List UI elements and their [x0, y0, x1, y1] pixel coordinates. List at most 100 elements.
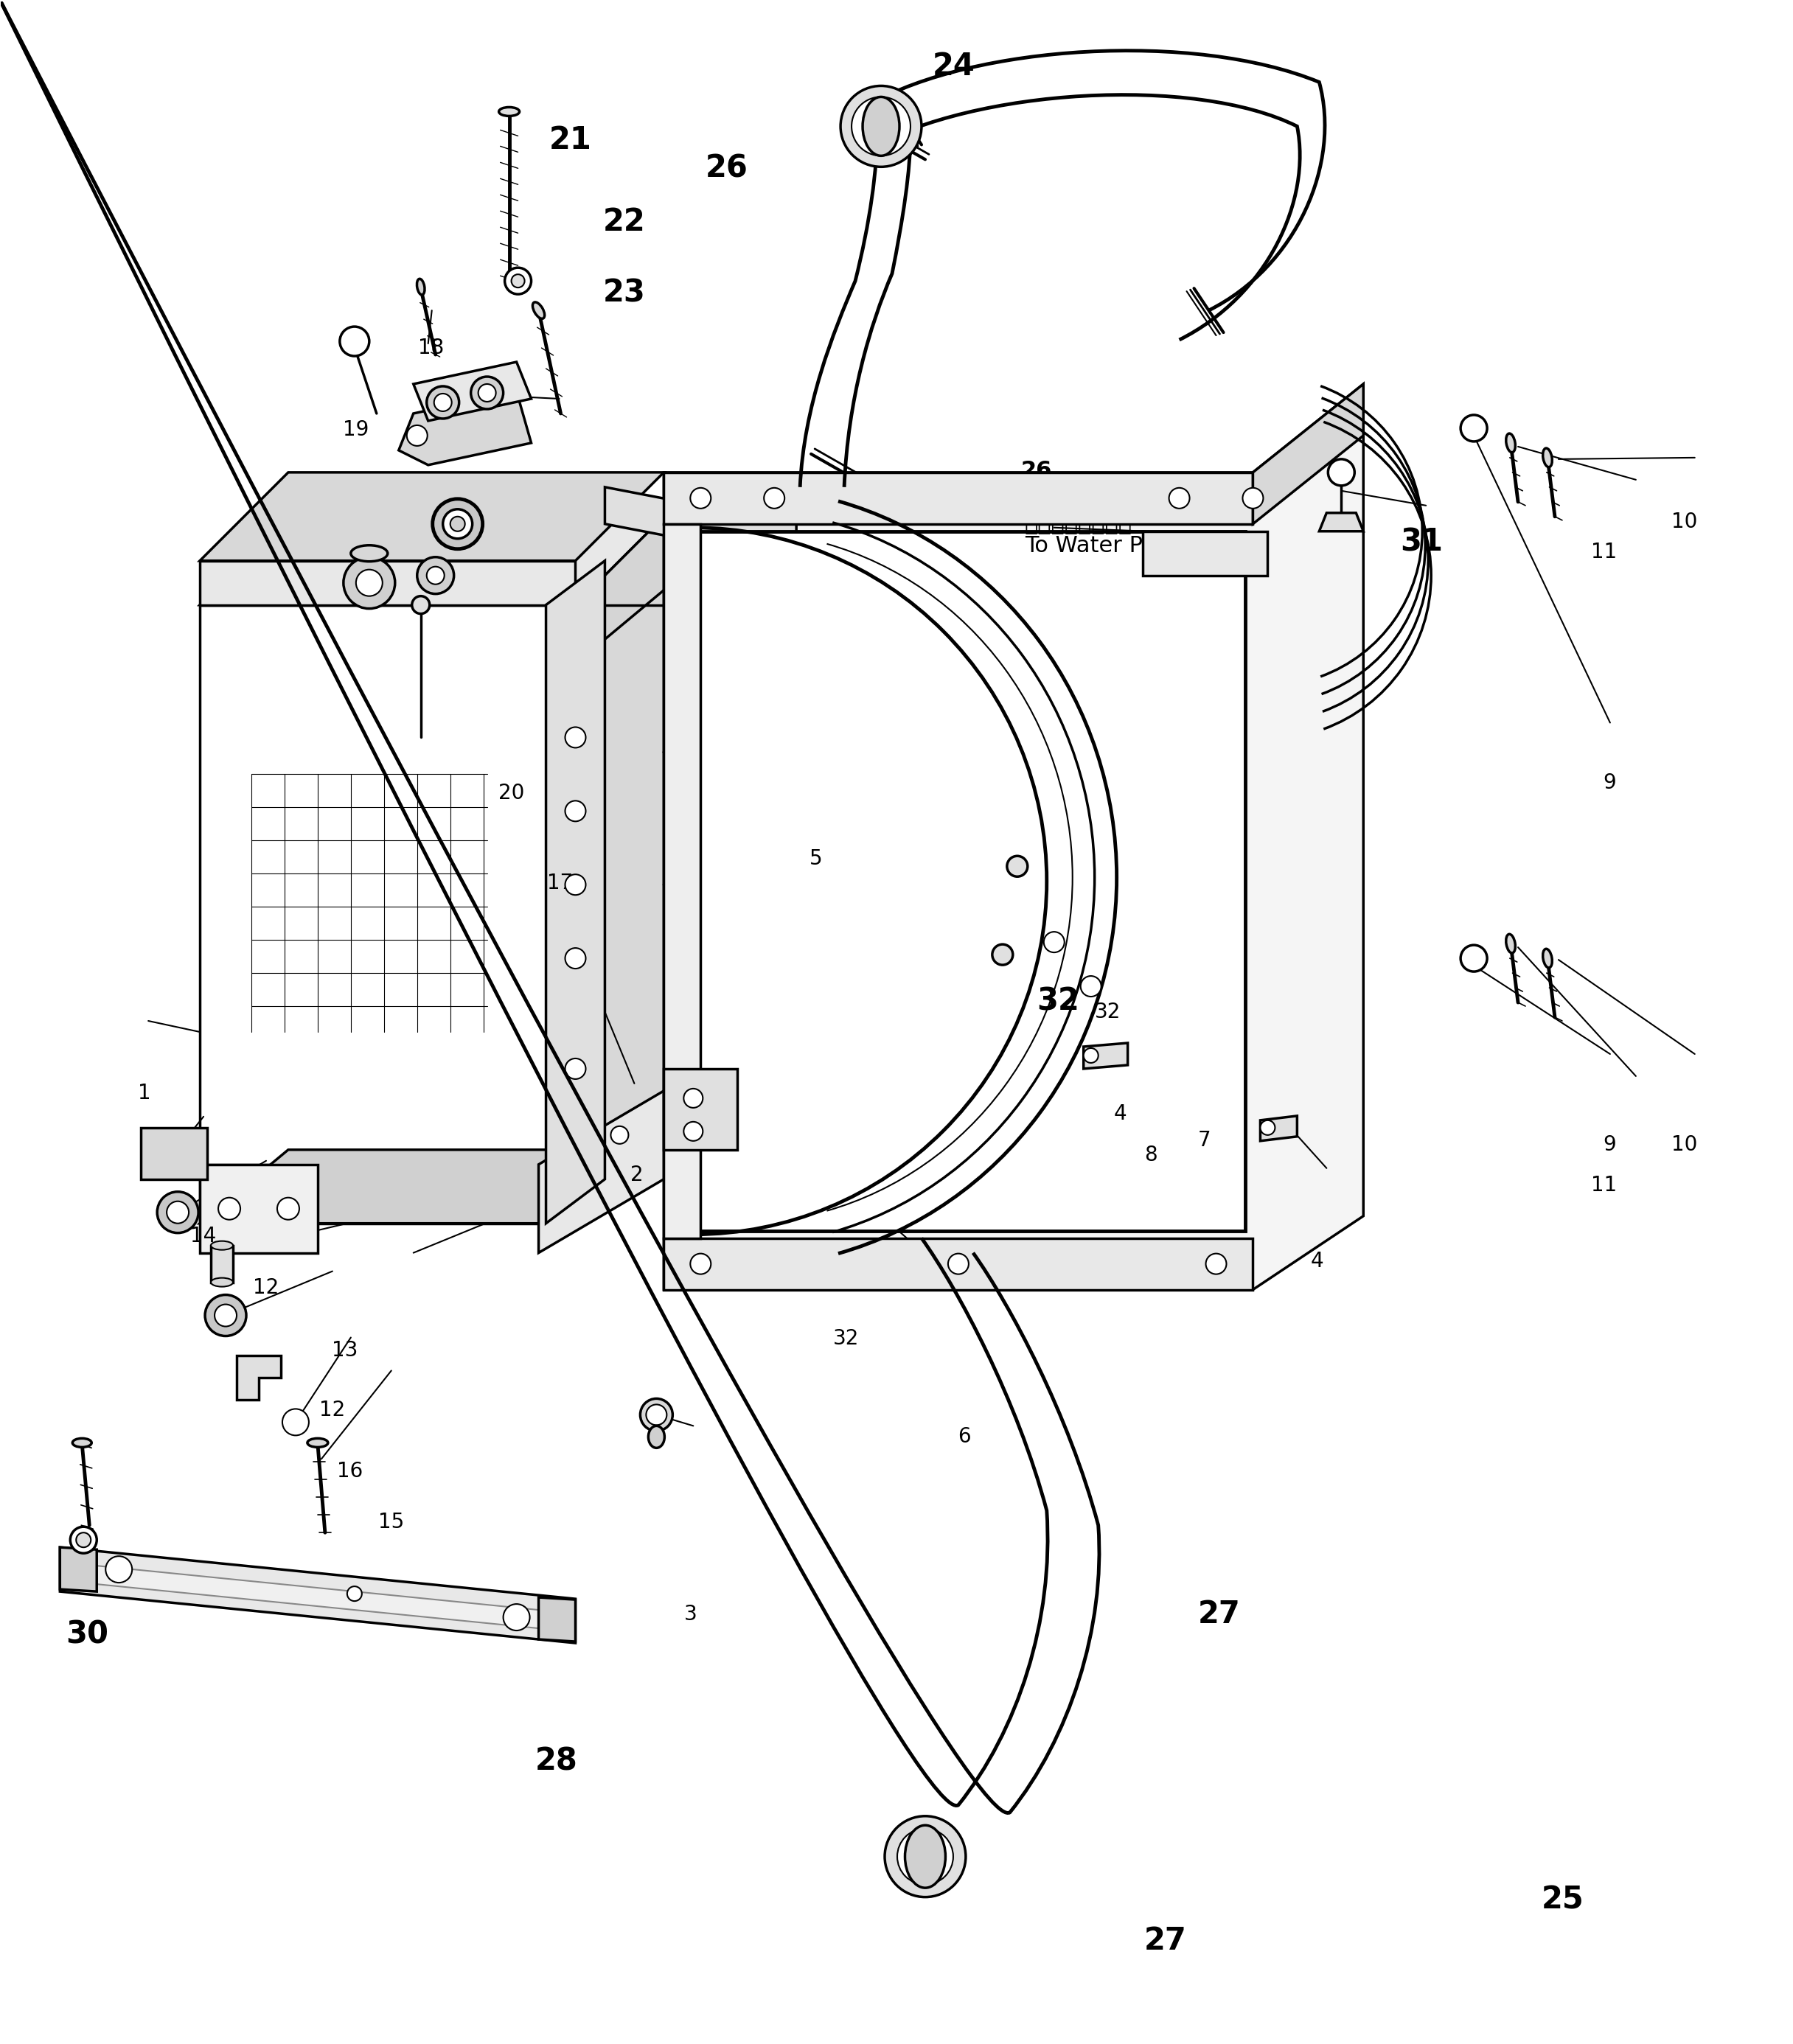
Ellipse shape	[1506, 433, 1515, 452]
Text: 11: 11	[1590, 1175, 1617, 1196]
Text: 27: 27	[1198, 1598, 1241, 1629]
Polygon shape	[199, 560, 576, 605]
Circle shape	[884, 1815, 966, 1897]
Polygon shape	[538, 1598, 576, 1641]
Text: 28: 28	[534, 1746, 577, 1776]
Text: 1: 1	[138, 1083, 151, 1104]
Ellipse shape	[1542, 448, 1553, 468]
Polygon shape	[59, 1547, 97, 1592]
Polygon shape	[663, 523, 701, 1239]
Circle shape	[1260, 1120, 1275, 1134]
Ellipse shape	[533, 303, 545, 319]
Text: 25: 25	[1542, 1885, 1583, 1915]
Circle shape	[1169, 489, 1189, 509]
Text: ウォータポンプへ: ウォータポンプへ	[1024, 513, 1131, 536]
Circle shape	[640, 1398, 672, 1431]
Circle shape	[645, 1404, 667, 1425]
Ellipse shape	[418, 278, 425, 294]
Circle shape	[1243, 489, 1264, 509]
Circle shape	[219, 1198, 240, 1220]
Circle shape	[690, 489, 710, 509]
Circle shape	[764, 489, 785, 509]
Text: 26: 26	[705, 153, 748, 184]
Text: 17: 17	[547, 873, 572, 893]
Polygon shape	[199, 1165, 317, 1253]
Circle shape	[407, 425, 427, 446]
Polygon shape	[538, 1091, 663, 1253]
Circle shape	[504, 268, 531, 294]
Text: 10: 10	[1671, 511, 1698, 531]
Circle shape	[611, 1126, 628, 1145]
Circle shape	[75, 1533, 91, 1547]
Polygon shape	[1142, 531, 1268, 576]
Circle shape	[106, 1555, 133, 1582]
Text: 15: 15	[378, 1513, 405, 1533]
Text: 20: 20	[498, 783, 525, 803]
Text: 4: 4	[1311, 1251, 1323, 1271]
Circle shape	[432, 499, 482, 550]
Circle shape	[158, 1192, 199, 1233]
Ellipse shape	[905, 1825, 945, 1889]
Circle shape	[896, 1829, 954, 1885]
Ellipse shape	[307, 1439, 328, 1447]
Text: 13: 13	[332, 1341, 359, 1361]
Ellipse shape	[498, 106, 520, 117]
Polygon shape	[545, 560, 604, 1224]
Circle shape	[852, 96, 911, 155]
Circle shape	[472, 376, 504, 409]
Text: 5: 5	[809, 848, 823, 869]
Circle shape	[948, 1253, 968, 1273]
Circle shape	[204, 1294, 246, 1337]
Circle shape	[215, 1304, 237, 1327]
Polygon shape	[414, 362, 531, 421]
Text: 9: 9	[1603, 773, 1615, 793]
Polygon shape	[604, 486, 796, 560]
Text: 7: 7	[1198, 1130, 1210, 1151]
Circle shape	[70, 1527, 97, 1553]
Circle shape	[418, 558, 454, 595]
Circle shape	[427, 566, 445, 585]
Ellipse shape	[862, 96, 900, 155]
Text: 12: 12	[319, 1400, 346, 1421]
Polygon shape	[1253, 384, 1363, 523]
Circle shape	[992, 944, 1013, 965]
Circle shape	[282, 1408, 308, 1435]
Circle shape	[690, 1253, 710, 1273]
Text: 16: 16	[337, 1461, 364, 1482]
Text: 27: 27	[1144, 1925, 1187, 1956]
Ellipse shape	[351, 546, 387, 562]
Circle shape	[434, 394, 452, 411]
Polygon shape	[663, 384, 1363, 1290]
Circle shape	[479, 384, 497, 403]
Circle shape	[565, 801, 586, 822]
Circle shape	[841, 86, 922, 168]
Circle shape	[565, 1059, 586, 1079]
Ellipse shape	[212, 1278, 233, 1286]
Text: 12: 12	[253, 1278, 280, 1298]
Text: 4: 4	[1113, 1104, 1126, 1124]
Circle shape	[1329, 460, 1354, 486]
Text: ウォータポンプへ: ウォータポンプへ	[966, 1245, 1074, 1267]
Circle shape	[683, 1089, 703, 1108]
Polygon shape	[142, 1128, 208, 1179]
Circle shape	[348, 1586, 362, 1600]
Polygon shape	[59, 1562, 576, 1631]
Polygon shape	[1083, 1042, 1128, 1069]
Polygon shape	[59, 1547, 576, 1643]
Text: 6: 6	[957, 1427, 972, 1447]
Circle shape	[565, 875, 586, 895]
Text: 29: 29	[66, 1558, 108, 1588]
Text: To Water Pump: To Water Pump	[1024, 536, 1192, 556]
Text: 19: 19	[342, 419, 369, 439]
Circle shape	[683, 1122, 703, 1141]
Circle shape	[1081, 975, 1101, 997]
Circle shape	[412, 597, 430, 613]
Text: 8: 8	[1144, 1145, 1156, 1165]
Text: 23: 23	[602, 278, 645, 309]
Polygon shape	[576, 591, 663, 1165]
Circle shape	[357, 570, 382, 597]
Circle shape	[565, 948, 586, 969]
Polygon shape	[1260, 1116, 1296, 1141]
Text: 31: 31	[1400, 527, 1443, 558]
Polygon shape	[199, 1165, 576, 1224]
